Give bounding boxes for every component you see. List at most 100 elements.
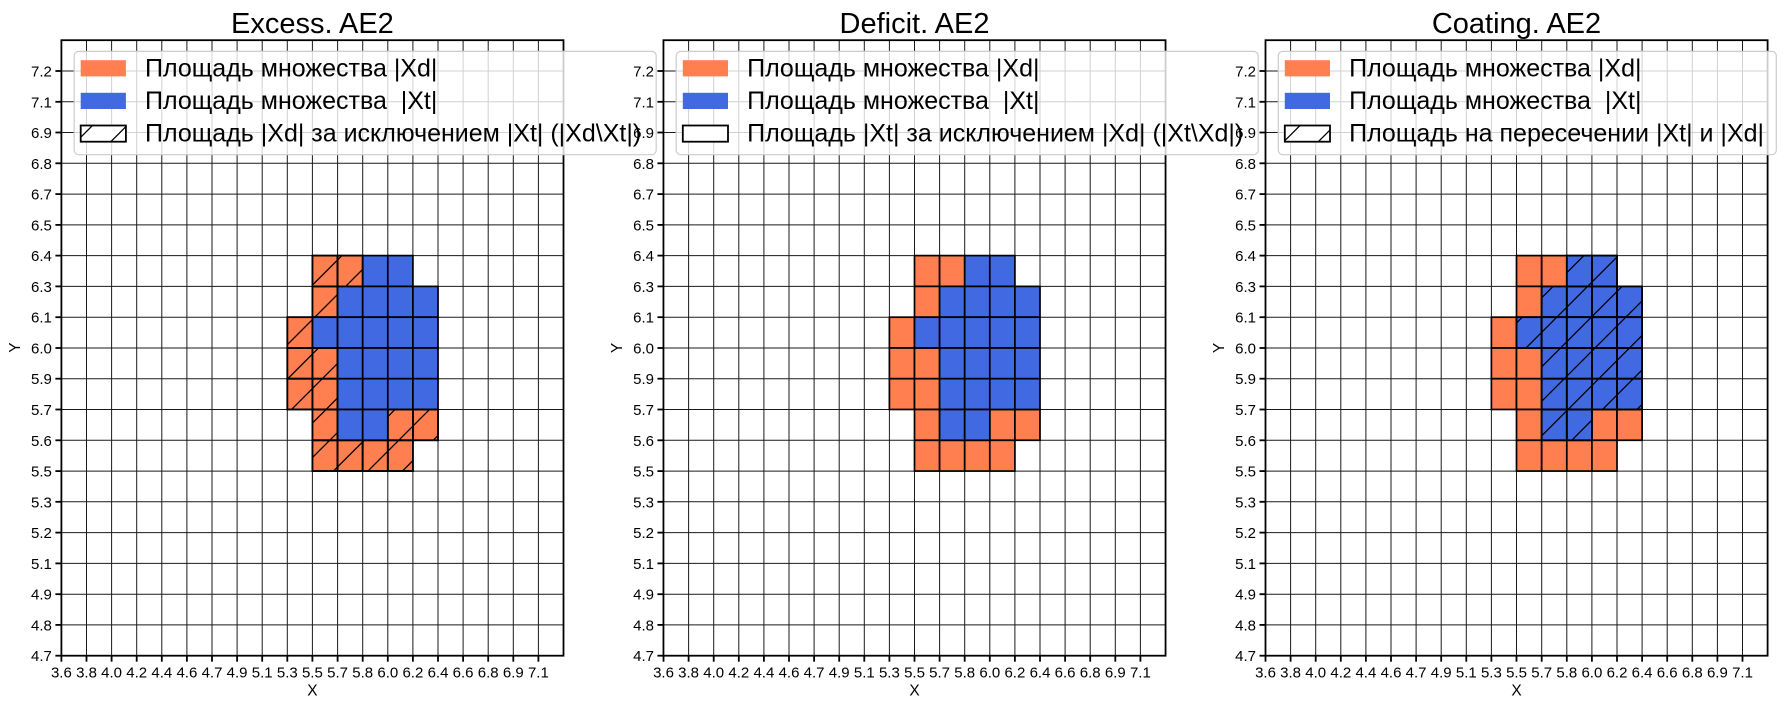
svg-text:6.1: 6.1 (1235, 310, 1256, 327)
svg-text:3.8: 3.8 (678, 665, 699, 682)
svg-text:5.6: 5.6 (1235, 433, 1256, 450)
svg-text:4.2: 4.2 (728, 665, 749, 682)
svg-text:5.2: 5.2 (1235, 525, 1256, 542)
svg-text:6.4: 6.4 (428, 665, 449, 682)
svg-text:5.1: 5.1 (633, 556, 654, 573)
svg-text:6.9: 6.9 (31, 125, 52, 142)
svg-text:3.8: 3.8 (76, 665, 97, 682)
svg-text:6.9: 6.9 (1105, 665, 1126, 682)
svg-text:4.9: 4.9 (829, 665, 850, 682)
svg-text:5.8: 5.8 (1556, 665, 1577, 682)
svg-text:Площадь множества |Xt|: Площадь множества |Xt| (747, 87, 1039, 115)
svg-text:5.7: 5.7 (633, 402, 654, 419)
svg-text:5.9: 5.9 (1235, 371, 1256, 388)
svg-text:5.1: 5.1 (1456, 665, 1477, 682)
svg-text:7.1: 7.1 (1235, 94, 1256, 111)
svg-text:Площадь на пересечении |Xt| и: Площадь на пересечении |Xt| и |Xd| (1349, 120, 1764, 148)
svg-text:5.6: 5.6 (633, 433, 654, 450)
svg-text:6.8: 6.8 (1235, 156, 1256, 173)
svg-text:6.1: 6.1 (31, 310, 52, 327)
svg-text:4.9: 4.9 (633, 587, 654, 604)
svg-text:6.9: 6.9 (1235, 125, 1256, 142)
svg-text:6.0: 6.0 (1581, 665, 1602, 682)
svg-text:4.7: 4.7 (1406, 665, 1427, 682)
svg-text:4.7: 4.7 (804, 665, 825, 682)
svg-text:5.3: 5.3 (633, 494, 654, 511)
svg-text:6.8: 6.8 (1682, 665, 1703, 682)
svg-text:6.0: 6.0 (377, 665, 398, 682)
svg-text:4.7: 4.7 (1235, 648, 1256, 665)
svg-text:Площадь множества |Xd|: Площадь множества |Xd| (747, 54, 1039, 82)
svg-text:X: X (909, 683, 920, 700)
svg-text:5.1: 5.1 (31, 556, 52, 573)
svg-text:5.9: 5.9 (633, 371, 654, 388)
svg-text:5.5: 5.5 (31, 464, 52, 481)
svg-text:5.1: 5.1 (854, 665, 875, 682)
svg-text:3.6: 3.6 (653, 665, 674, 682)
svg-text:7.1: 7.1 (1130, 665, 1151, 682)
svg-text:6.4: 6.4 (1030, 665, 1051, 682)
svg-text:6.7: 6.7 (1235, 187, 1256, 204)
svg-text:7.1: 7.1 (1732, 665, 1753, 682)
svg-text:4.4: 4.4 (753, 665, 774, 682)
svg-text:4.2: 4.2 (126, 665, 147, 682)
svg-text:Y: Y (1211, 343, 1228, 353)
svg-text:6.1: 6.1 (633, 310, 654, 327)
svg-text:5.7: 5.7 (31, 402, 52, 419)
svg-text:6.9: 6.9 (633, 125, 654, 142)
svg-text:6.4: 6.4 (1235, 248, 1256, 265)
svg-text:4.8: 4.8 (1235, 617, 1256, 634)
svg-text:Excess. AE2: Excess. AE2 (231, 8, 394, 40)
svg-text:X: X (1511, 683, 1522, 700)
svg-text:6.6: 6.6 (1657, 665, 1678, 682)
svg-text:5.1: 5.1 (1235, 556, 1256, 573)
svg-text:5.8: 5.8 (954, 665, 975, 682)
svg-text:6.9: 6.9 (1707, 665, 1728, 682)
svg-text:5.7: 5.7 (1235, 402, 1256, 419)
svg-text:5.3: 5.3 (277, 665, 298, 682)
svg-text:5.3: 5.3 (31, 494, 52, 511)
svg-text:5.8: 5.8 (352, 665, 373, 682)
svg-text:7.1: 7.1 (31, 94, 52, 111)
svg-text:6.5: 6.5 (1235, 217, 1256, 234)
svg-text:4.0: 4.0 (101, 665, 122, 682)
svg-text:7.2: 7.2 (31, 64, 52, 81)
svg-text:6.0: 6.0 (633, 341, 654, 358)
svg-text:7.1: 7.1 (528, 665, 549, 682)
svg-text:4.9: 4.9 (1235, 587, 1256, 604)
svg-text:5.6: 5.6 (31, 433, 52, 450)
svg-text:6.8: 6.8 (633, 156, 654, 173)
svg-text:6.6: 6.6 (453, 665, 474, 682)
svg-text:7.2: 7.2 (633, 64, 654, 81)
svg-text:Площадь |Xd| за исключением |X: Площадь |Xd| за исключением |Xt| (|Xd\Xt… (145, 120, 641, 148)
svg-text:5.2: 5.2 (31, 525, 52, 542)
svg-text:5.2: 5.2 (633, 525, 654, 542)
svg-text:X: X (307, 683, 318, 700)
svg-text:6.0: 6.0 (31, 341, 52, 358)
svg-text:6.9: 6.9 (503, 665, 524, 682)
svg-text:6.2: 6.2 (1607, 665, 1628, 682)
svg-text:Площадь множества |Xt|: Площадь множества |Xt| (1349, 87, 1641, 115)
svg-text:Площадь множества |Xd|: Площадь множества |Xd| (145, 54, 437, 82)
svg-text:5.5: 5.5 (1506, 665, 1527, 682)
svg-text:4.9: 4.9 (1431, 665, 1452, 682)
svg-text:6.8: 6.8 (478, 665, 499, 682)
svg-text:6.5: 6.5 (31, 217, 52, 234)
svg-text:4.2: 4.2 (1330, 665, 1351, 682)
svg-text:6.3: 6.3 (31, 279, 52, 296)
svg-text:4.4: 4.4 (151, 665, 172, 682)
svg-text:5.9: 5.9 (31, 371, 52, 388)
svg-text:Deficit. AE2: Deficit. AE2 (840, 8, 990, 40)
svg-text:4.0: 4.0 (703, 665, 724, 682)
svg-text:6.7: 6.7 (31, 187, 52, 204)
svg-text:4.7: 4.7 (633, 648, 654, 665)
svg-text:4.7: 4.7 (202, 665, 223, 682)
svg-text:6.4: 6.4 (31, 248, 52, 265)
svg-text:6.4: 6.4 (1632, 665, 1653, 682)
svg-text:3.8: 3.8 (1280, 665, 1301, 682)
svg-text:5.7: 5.7 (1531, 665, 1552, 682)
svg-text:4.4: 4.4 (1355, 665, 1376, 682)
svg-text:6.4: 6.4 (633, 248, 654, 265)
svg-text:Площадь |Xt| за исключением |X: Площадь |Xt| за исключением |Xd| (|Xt\Xd… (747, 120, 1243, 148)
svg-text:Coating. AE2: Coating. AE2 (1432, 8, 1601, 40)
